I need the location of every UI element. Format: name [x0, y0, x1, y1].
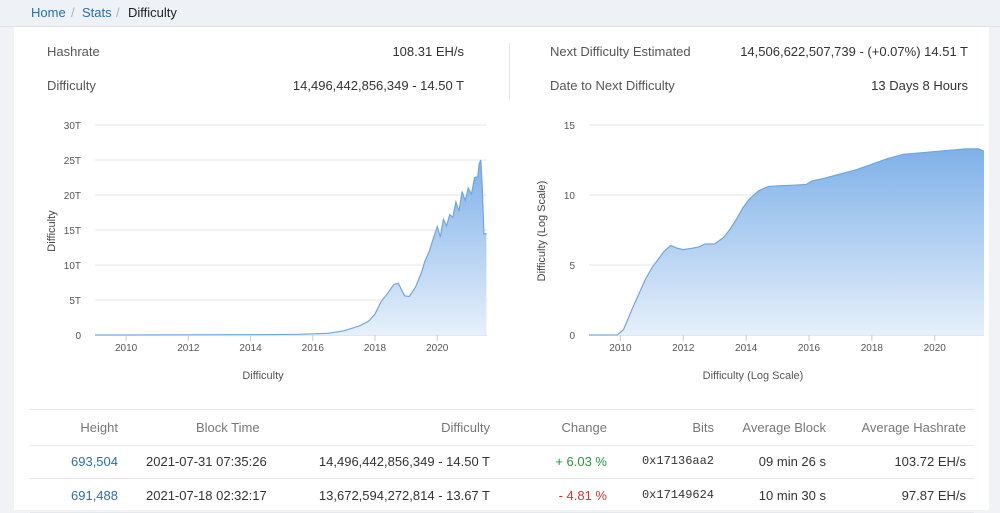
- breadcrumb-current: Difficulty: [128, 5, 177, 20]
- block-height-link[interactable]: 693,504: [71, 454, 118, 469]
- x-tick-label: 2016: [302, 343, 325, 354]
- y-tick-label: 30T: [64, 121, 81, 132]
- table-header: Height Block Time Difficulty Change Bits…: [30, 409, 974, 446]
- average-hashrate-cell: 103.72 EH/s: [894, 454, 966, 469]
- col-difficulty[interactable]: Difficulty: [441, 420, 490, 435]
- x-tick-label: 2010: [115, 343, 138, 354]
- x-tick-label: 2018: [861, 343, 884, 354]
- x-tick-label: 2020: [426, 343, 449, 354]
- difficulty-value: 14,496,442,856,349 - 14.50 T: [292, 78, 464, 93]
- col-average-hashrate[interactable]: Average Hashrate: [861, 420, 966, 435]
- x-tick-label: 2010: [609, 343, 632, 354]
- stats-divider: [509, 43, 510, 99]
- change-cell: + 6.03 %: [555, 454, 607, 469]
- col-bits[interactable]: Bits: [692, 420, 714, 435]
- bits-cell: 0x17136aa2: [641, 454, 714, 468]
- difficulty-log-chart: 0 5 10 15 2010 2012 2014 2016 2018 2020 Difficul…: [536, 121, 984, 382]
- change-cell: - 4.81 %: [558, 488, 607, 503]
- series-line: [589, 148, 984, 336]
- average-hashrate-cell: 97.87 EH/s: [901, 488, 966, 503]
- x-axis-label: Difficulty (Log Scale): [703, 370, 804, 382]
- hashrate-label: Hashrate: [47, 44, 100, 59]
- next-difficulty-label: Next Difficulty Estimated: [550, 44, 691, 59]
- col-block-time[interactable]: Block Time: [196, 420, 260, 435]
- breadcrumb-separator: /: [71, 5, 75, 20]
- y-tick-label: 25T: [64, 156, 81, 167]
- y-tick-label: 0: [75, 331, 81, 342]
- next-difficulty-value: 14,506,622,507,739 - (+0.07%) 14.51 T: [740, 44, 968, 59]
- x-tick-label: 2014: [239, 343, 262, 354]
- x-tick-label: 2018: [364, 343, 387, 354]
- series-area: [589, 148, 984, 335]
- y-tick-label: 0: [569, 331, 575, 342]
- table-row: 693,504 2021-07-31 07:35:26 14,496,442,8…: [30, 445, 974, 479]
- block-time: 2021-07-18 02:32:17: [146, 488, 267, 503]
- hashrate-value: 108.31 EH/s: [392, 44, 464, 59]
- y-tick-label: 20T: [64, 191, 81, 202]
- x-tick-label: 2014: [735, 343, 758, 354]
- x-axis-label: Difficulty: [242, 370, 284, 382]
- col-average-block[interactable]: Average Block: [742, 420, 826, 435]
- average-block-cell: 09 min 26 s: [758, 454, 826, 469]
- y-tick-label: 15: [564, 121, 576, 132]
- y-tick-label: 10: [564, 191, 576, 202]
- table-row: 691,488 2021-07-18 02:32:17 13,672,594,2…: [30, 479, 974, 513]
- y-tick-label: 10T: [64, 261, 81, 272]
- y-axis-label: Difficulty (Log Scale): [536, 181, 548, 282]
- y-tick-label: 5T: [69, 296, 81, 307]
- breadcrumb-separator: /: [116, 5, 120, 20]
- y-tick-label: 15T: [64, 226, 81, 237]
- difficulty-panel: Hashrate 108.31 EH/s Difficulty 14,496,4…: [14, 27, 989, 513]
- breadcrumb: Home / Stats / Difficulty: [0, 0, 1000, 27]
- block-time: 2021-07-31 07:35:26: [146, 454, 267, 469]
- col-change[interactable]: Change: [561, 420, 607, 435]
- series-area: [95, 160, 487, 335]
- average-block-cell: 10 min 30 s: [758, 488, 826, 503]
- y-tick-label: 5: [569, 261, 575, 272]
- difficulty-cell: 14,496,442,856,349 - 14.50 T: [318, 454, 490, 469]
- date-next-difficulty-label: Date to Next Difficulty: [550, 78, 675, 93]
- x-tick-label: 2020: [924, 343, 947, 354]
- x-tick-label: 2012: [672, 343, 695, 354]
- date-next-difficulty-value: 13 Days 8 Hours: [871, 78, 968, 93]
- x-tick-label: 2016: [798, 343, 821, 354]
- difficulty-cell: 13,672,594,272,814 - 13.67 T: [318, 488, 490, 503]
- x-tick-label: 2012: [177, 343, 200, 354]
- block-height-link[interactable]: 691,488: [71, 488, 118, 503]
- bits-cell: 0x17149624: [641, 488, 714, 502]
- y-axis-label: Difficulty: [46, 210, 58, 252]
- breadcrumb-stats[interactable]: Stats: [82, 5, 112, 20]
- col-height[interactable]: Height: [80, 420, 118, 435]
- difficulty-label: Difficulty: [47, 78, 96, 93]
- breadcrumb-home[interactable]: Home: [31, 5, 66, 20]
- series-line: [94, 159, 487, 336]
- difficulty-chart: 0 5T 10T 15T 20T 25T 30T 2010 2012 2014 2016 2018 2…: [46, 121, 487, 382]
